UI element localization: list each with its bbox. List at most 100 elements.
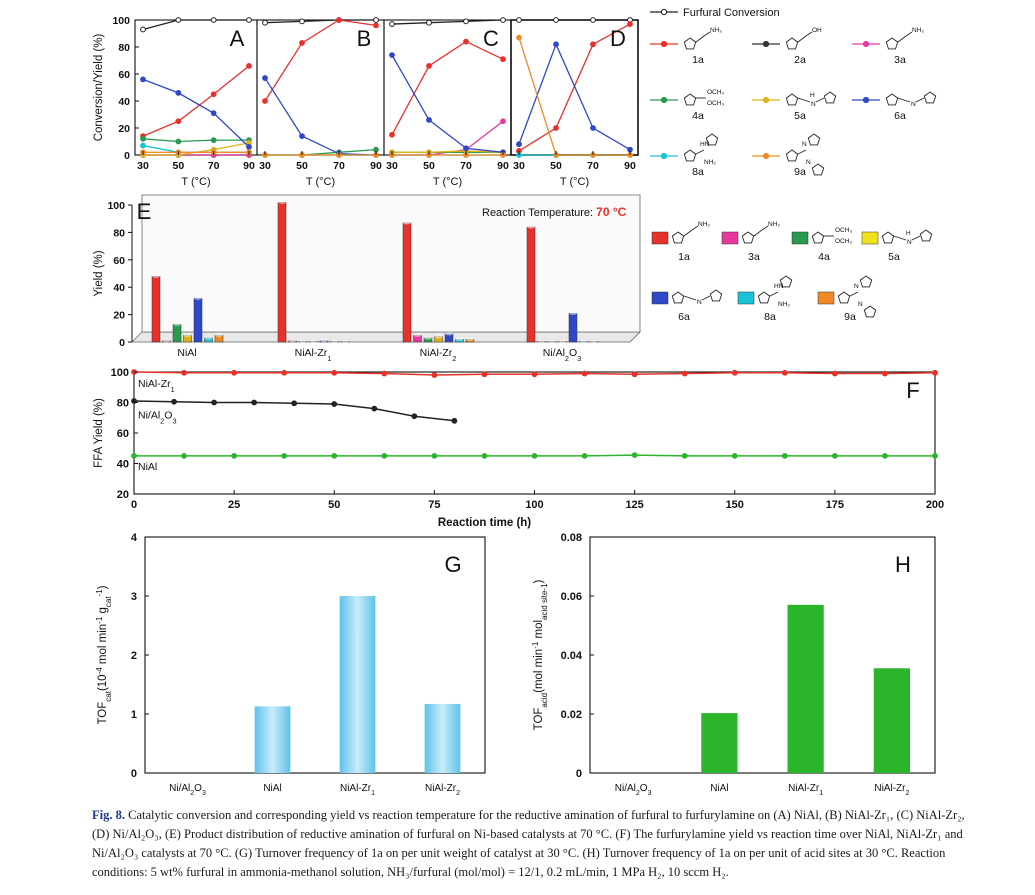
bond: [797, 35, 807, 43]
data-point: [531, 371, 538, 378]
atom-label: NH₂: [710, 27, 722, 34]
y-tick-label: 4: [131, 532, 138, 544]
x-tick-label: 175: [826, 499, 844, 511]
furan-ring: [683, 149, 697, 162]
series-line-6a: [264, 77, 377, 156]
data-point: [681, 452, 688, 459]
bond: [849, 291, 859, 297]
bond: [761, 225, 769, 231]
atom-label: OCH₃: [835, 238, 852, 245]
y-tick-label: 1: [131, 709, 137, 721]
y-tick-label: 60: [118, 69, 130, 81]
data-point: [590, 41, 596, 48]
x-tick-label: 50: [172, 160, 184, 172]
legend-label: Furfural Conversion: [683, 7, 780, 19]
bar-top-highlight: [445, 332, 453, 336]
category-label: NiAl: [263, 783, 281, 794]
bar-top-highlight: [466, 337, 474, 341]
furan-ring: [709, 289, 723, 302]
data-point: [175, 118, 182, 125]
data-point: [463, 38, 469, 45]
x-tick-label: 30: [259, 160, 271, 172]
bar-1a: [151, 275, 161, 343]
furan-ring: [671, 231, 685, 244]
y-tick-label: 2: [131, 650, 137, 662]
bond: [797, 97, 811, 103]
legend-swatch: [861, 231, 879, 245]
bond: [897, 97, 911, 103]
atom-label: NH₂: [912, 27, 924, 34]
data-point: [631, 452, 638, 459]
data-point: [463, 18, 469, 25]
figure-caption: Fig. 8. Catalytic conversion and corresp…: [92, 806, 972, 882]
bar-top-highlight: [403, 221, 411, 225]
data-point: [140, 142, 146, 149]
legend-marker: [762, 152, 770, 160]
data-point: [516, 141, 522, 148]
furan-ring: [885, 93, 899, 106]
panel-h: Ni/Al2O3 NiAl NiAl-Zr1 NiAl-Zr2 0 0.02 0.04 0.0…: [531, 532, 936, 797]
bond: [683, 229, 693, 237]
y-tick-label: 0: [119, 337, 125, 349]
data-point: [210, 110, 217, 117]
furan-ring: [671, 291, 685, 304]
panel-g: Ni/Al2O3 NiAl NiAl-Zr1 NiAl-Zr2 0 1 2 3 4 G TOFcat…: [95, 532, 486, 797]
bar-top-highlight: [424, 336, 432, 340]
reaction-temperature-note: Reaction Temperature: 70 °C: [482, 205, 627, 219]
data-point: [331, 452, 338, 459]
furan-ring: [881, 231, 895, 244]
data-point: [140, 26, 146, 33]
panel-label: F: [906, 378, 919, 403]
bar-top-highlight: [278, 200, 286, 204]
bond: [695, 35, 705, 43]
x-tick-label: 150: [726, 499, 744, 511]
figure-8: A30 50 70 90T (°C)020406080100Conversion/Yi…: [93, 7, 944, 797]
y-tick-label: 0.02: [561, 709, 582, 721]
data-point: [781, 452, 788, 459]
series-line-6a: [391, 54, 504, 153]
atom-label: OCH₃: [707, 100, 724, 107]
atom-label: N: [697, 299, 702, 306]
y-tick-label: 20: [118, 123, 130, 135]
bond: [695, 149, 705, 155]
data-point: [181, 369, 187, 376]
bar-nial-zr1: [787, 604, 824, 773]
x-tick-label: 90: [497, 160, 509, 172]
legend-marker: [660, 96, 668, 104]
data-point: [389, 131, 395, 138]
bar-top-highlight: [215, 333, 223, 337]
bond: [897, 35, 907, 43]
legend-label: 8a: [764, 311, 776, 323]
data-point: [181, 452, 187, 459]
atom-label: NH₂: [698, 221, 710, 228]
bar-top-highlight: [413, 333, 422, 337]
bar-top-highlight: [152, 274, 160, 278]
bar-6a: [193, 297, 203, 343]
series-line-9a: [518, 37, 630, 156]
panel-c: C 30 50 70 90 T (°C): [383, 17, 512, 188]
data-point: [389, 52, 395, 58]
series-label: NiAl: [138, 461, 157, 473]
bar-top-highlight: [455, 337, 464, 341]
bond: [805, 31, 813, 37]
data-point: [231, 452, 238, 459]
y-axis-label: FFA Yield (%): [93, 398, 105, 468]
legend-label: 1a: [692, 54, 704, 66]
bar-top-highlight: [537, 339, 546, 343]
furan-ring: [779, 275, 793, 288]
furan-ring: [705, 133, 719, 146]
legend-label: 1a: [678, 251, 690, 263]
legend-label: 8a: [692, 166, 704, 178]
data-point: [590, 125, 596, 131]
furan-ring: [683, 93, 697, 106]
atom-label: OH: [812, 27, 822, 34]
category-label: NiAl-Zr2: [425, 783, 460, 797]
x-tick-label: 90: [624, 160, 636, 172]
bar-nial-zr2: [424, 703, 461, 773]
x-tick-label: 70: [460, 160, 472, 172]
legend-swatch: [791, 231, 809, 245]
data-point: [210, 137, 217, 144]
furan-ring: [919, 229, 933, 242]
bond: [701, 295, 711, 301]
y-tick-label: 100: [107, 200, 125, 212]
